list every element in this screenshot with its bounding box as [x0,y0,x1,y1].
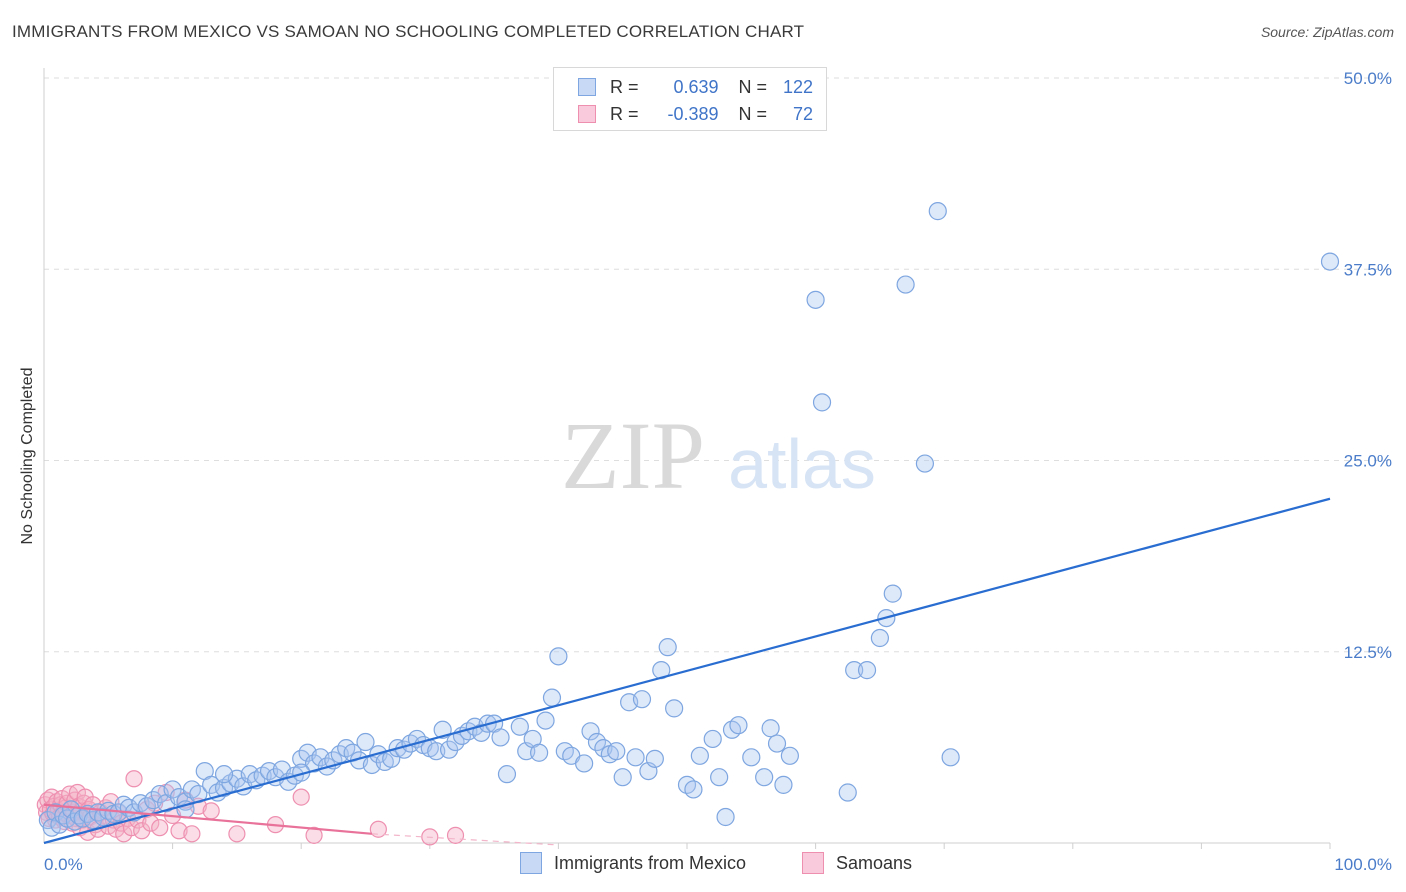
mexico-points [38,202,1340,837]
stats-legend: R = 0.639 N = 122 R = -0.389 N = 72 [553,67,827,131]
mexico-point [774,775,793,794]
mexico-point [214,778,234,798]
mexico-point [632,690,652,709]
mexico-point [742,748,761,767]
mexico-point [472,723,491,742]
mexico-point [658,638,677,657]
samoans-trendline-extension [371,833,559,846]
samoans-point [292,788,310,806]
watermark: ZIP atlas [561,402,876,509]
series-label-samoans: Samoans [836,852,913,873]
tick-labels: 12.5% 25.0% 37.5% 50.0% 0.0% 100.0% [44,69,1392,874]
legend-r-value: 0.639 [673,76,719,97]
mexico-point [1320,252,1340,271]
mexico-point [838,783,857,802]
series-label-mexico: Immigrants from Mexico [554,852,747,873]
mexico-point [549,647,568,666]
mexico-point [575,754,594,773]
legend-r-label: R = [610,76,639,97]
mexico-point [613,768,632,787]
mexico-point [896,275,915,294]
watermark-atlas: atlas [728,425,876,503]
mexico-point [915,454,935,473]
mexico-point [626,748,645,767]
mexico-point [665,699,684,718]
samoans-point [228,825,246,843]
y-tick-label: 37.5% [1344,260,1392,279]
legend-n-label: N = [738,76,768,97]
grid-lines [44,77,1392,653]
mexico-point [510,717,529,736]
mexico-point [761,719,780,738]
series-legend-mexico: Immigrants from Mexico [520,852,746,874]
mexico-point [928,202,947,221]
mexico-point [491,728,510,747]
samoans-point [183,825,201,843]
mexico-point [677,775,697,794]
samoans-point [202,802,220,820]
mexico-point [645,749,664,768]
legend-r-label: R = [610,103,639,124]
y-tick-label: 50.0% [1344,69,1392,88]
mexico-point [555,742,574,761]
mexico-point [703,729,722,749]
series-swatch-samoans [802,852,824,874]
mexico-point [356,732,375,752]
mexico-point [607,742,626,761]
mexico-point [812,393,832,412]
axes [43,68,1331,849]
samoans-point [125,770,143,788]
mexico-point [845,661,864,680]
samoans-point [446,826,465,844]
x-tick-label-min: 0.0% [44,855,83,874]
mexico-point [755,768,774,787]
chart-title: IMMIGRANTS FROM MEXICO VS SAMOAN NO SCHO… [12,22,805,41]
mexico-point [581,722,600,741]
mexico-point [780,746,799,765]
legend-row-samoans: R = -0.389 N = 72 [554,101,813,127]
legend-n-label: N = [738,103,768,124]
series-legend: Immigrants from Mexico Samoans [0,852,1406,878]
legend-swatch-samoans [578,105,596,123]
samoans-point [170,822,188,840]
trendlines [43,497,1331,846]
mexico-point [857,661,877,680]
mexico-point [722,720,742,739]
mexico-point [716,807,735,827]
mexico-point [729,716,748,735]
mexico-point [870,628,890,648]
x-tick-label-max: 100.0% [1334,855,1392,874]
legend-row-mexico: R = 0.639 N = 122 [554,74,813,100]
samoans-point [369,820,387,838]
mexico-point [182,780,201,799]
mexico-point [710,768,729,787]
mexico-point [214,765,234,784]
samoans-point [305,826,323,844]
mexico-point [530,743,549,762]
samoans-point [151,819,169,837]
mexico-point [542,688,562,707]
watermark-zip: ZIP [561,402,705,509]
y-tick-label: 25.0% [1344,452,1392,471]
samoans-trendline [43,803,373,835]
mexico-point [806,290,825,309]
series-legend-samoans: Samoans [802,852,912,874]
mexico-point [690,746,709,765]
mexico-point [684,780,703,799]
mexico-point [536,711,555,730]
legend-n-value: 122 [782,76,814,97]
series-swatch-mexico [520,852,542,874]
mexico-point [767,734,787,753]
mexico-point [883,584,902,603]
mexico-point [941,748,960,767]
mexico-trendline [43,497,1331,845]
legend-n-value: 72 [793,103,814,124]
mexico-point [497,765,517,784]
y-tick-label: 12.5% [1344,643,1392,662]
source-label: Source: ZipAtlas.com [1260,24,1394,40]
mexico-point [337,739,356,758]
legend-r-value: -0.389 [667,103,719,124]
legend-swatch-mexico [578,78,596,96]
